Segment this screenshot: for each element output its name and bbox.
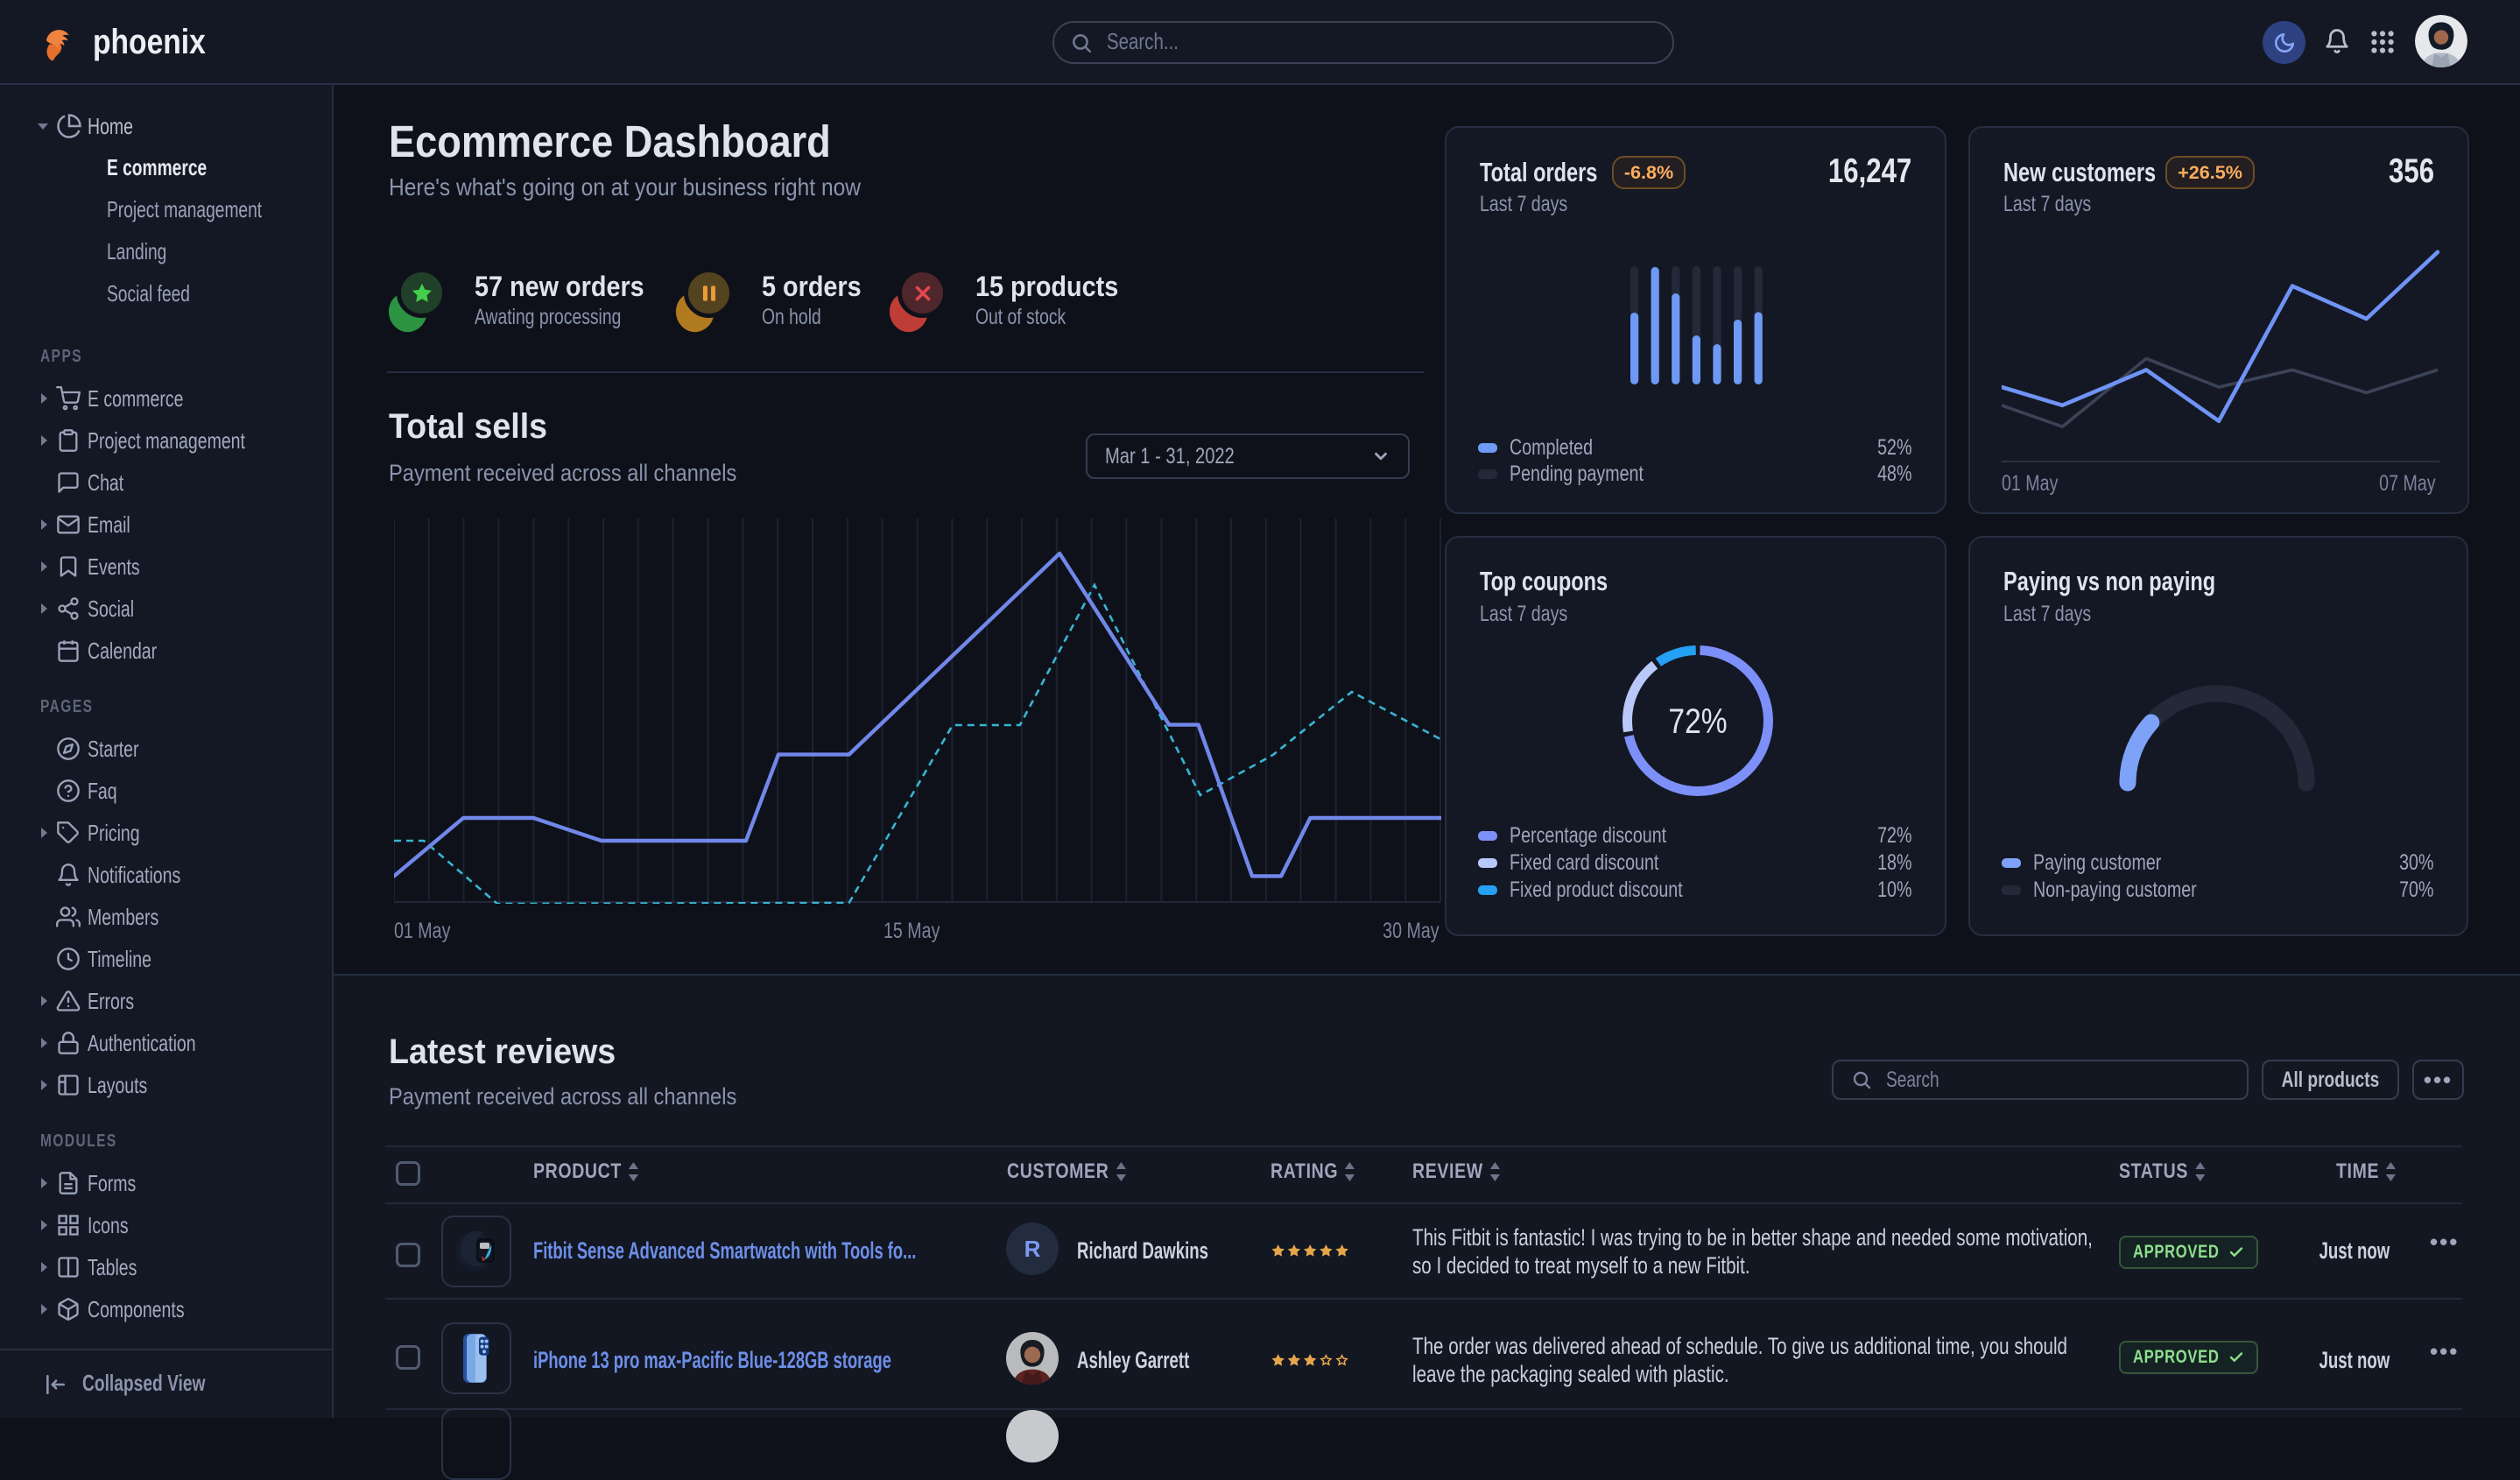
- svg-text:72%: 72%: [1668, 702, 1727, 741]
